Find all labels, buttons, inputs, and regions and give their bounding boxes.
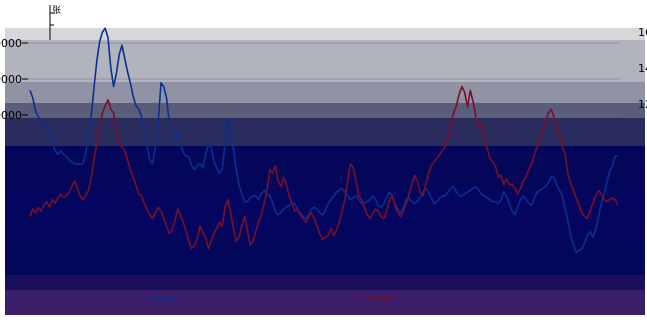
background-band (5, 146, 645, 190)
y-right-tick-label: 14 (638, 62, 647, 75)
y-right-tick-label: 12 (638, 98, 647, 111)
background-band (5, 28, 645, 40)
background-band (5, 275, 645, 290)
series-layer (29, 27, 619, 254)
background-bands (5, 28, 645, 315)
background-band (5, 82, 645, 103)
y-right-tick-label: 16 (638, 26, 647, 39)
background-band (5, 40, 645, 82)
background-band (5, 235, 645, 275)
y-axis-label-fragment: 张 (52, 5, 61, 16)
legend-swatch-blue (150, 297, 178, 300)
grid-lines (28, 42, 620, 116)
background-band (5, 103, 645, 118)
series-line-1 (29, 85, 619, 250)
background-band (5, 290, 645, 315)
series-line-0 (29, 27, 618, 254)
legend-swatch-red (366, 297, 394, 300)
